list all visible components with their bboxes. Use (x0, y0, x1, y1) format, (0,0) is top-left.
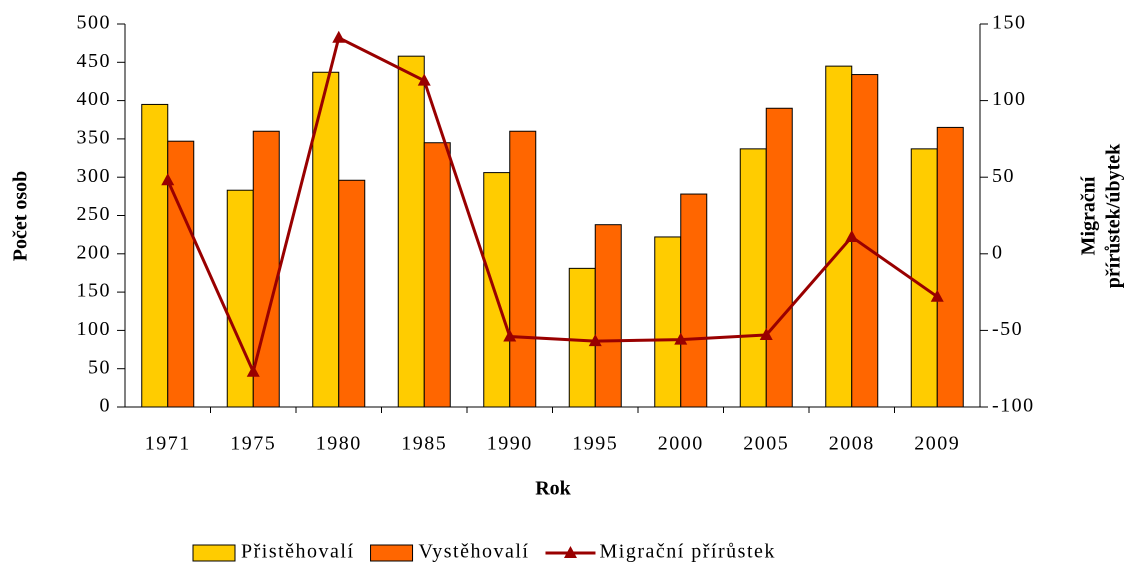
y2-axis-title: přírůstek/úbytek (1103, 143, 1125, 288)
x-tick-label: 1985 (401, 433, 447, 455)
y-tick-label: 250 (77, 203, 112, 225)
line-marker (759, 327, 773, 340)
legend-swatch (370, 544, 414, 562)
y2-tick-label: 150 (992, 12, 1027, 34)
line (166, 35, 939, 377)
legend-label: Přistěhovalí (241, 541, 355, 563)
x-axis-title: Rok (535, 478, 571, 500)
y2-tick-label: -100 (992, 395, 1035, 417)
bar (765, 107, 793, 408)
x-tick-label: 1995 (572, 433, 618, 455)
y-axis-title: Počet osob (10, 171, 32, 262)
y2-tick-label: 0 (992, 241, 1004, 263)
line-marker (417, 73, 431, 86)
y2-tick-label: 100 (992, 88, 1027, 110)
bar (338, 179, 366, 408)
bar (654, 236, 682, 408)
y-tick-label: 450 (77, 50, 112, 72)
y-tick-label: 500 (77, 12, 112, 34)
y2-tick-label: 50 (992, 165, 1015, 187)
legend-swatch (192, 544, 236, 562)
x-tick-label: 1975 (230, 433, 276, 455)
bar (167, 140, 195, 408)
line-marker (845, 229, 859, 242)
line-marker (503, 329, 517, 342)
bar (252, 130, 280, 408)
line-marker (674, 332, 688, 345)
line-marker (246, 364, 260, 377)
legend-label: Vystěhovalí (419, 541, 530, 563)
x-tick-label: 2000 (658, 433, 704, 455)
bar (483, 172, 511, 408)
y-tick-label: 200 (77, 241, 112, 263)
line-marker (332, 30, 346, 43)
line-marker (161, 173, 175, 186)
bar (594, 224, 622, 408)
bar (226, 189, 254, 408)
y-tick-label: 100 (77, 318, 112, 340)
bar (509, 130, 537, 408)
bar (141, 103, 169, 408)
y2-axis-title: Migrační (1078, 176, 1100, 255)
y2-tick-label: -50 (992, 318, 1023, 340)
x-tick-label: 1980 (316, 433, 362, 455)
x-tick-label: 1990 (487, 433, 533, 455)
bar (739, 148, 767, 408)
x-tick-label: 1971 (145, 433, 191, 455)
bar (825, 65, 853, 408)
y-tick-label: 50 (88, 356, 111, 378)
bar (397, 55, 425, 408)
bar (936, 126, 964, 408)
bar (910, 148, 938, 408)
x-tick-label: 2005 (743, 433, 789, 455)
legend-label: Migrační přírůstek (599, 541, 775, 563)
bar (568, 267, 596, 408)
line-marker (588, 334, 602, 347)
bar (680, 193, 708, 408)
x-tick-label: 2009 (914, 433, 960, 455)
bar (423, 142, 451, 408)
y-tick-label: 150 (77, 280, 112, 302)
y-tick-label: 0 (100, 395, 112, 417)
y-tick-label: 350 (77, 126, 112, 148)
line-marker (930, 289, 944, 302)
y-tick-label: 300 (77, 165, 112, 187)
y-tick-label: 400 (77, 88, 112, 110)
x-tick-label: 2008 (829, 433, 875, 455)
legend-swatch (563, 546, 577, 558)
